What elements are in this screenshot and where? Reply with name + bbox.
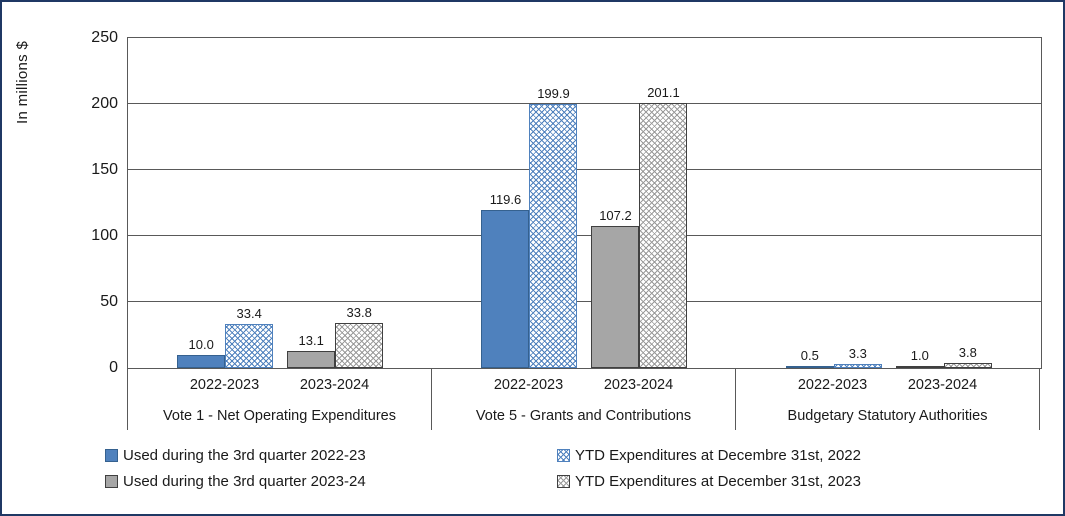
bar — [833, 364, 882, 368]
year-label: 2022-2023 — [189, 376, 260, 393]
year-label-row: 2022-2023 2023-2024 — [736, 368, 1039, 401]
bar-wrap: 119.6 — [481, 38, 530, 368]
legend-item-q3-2022-23: Used during the 3rd quarter 2022-23 — [105, 447, 557, 464]
y-tick-label: 50 — [100, 293, 118, 310]
bar-group: 119.6 199.9 107.2 201.1 — [432, 38, 736, 368]
legend-item-ytd-2023: YTD Expenditures at December 31st, 2023 — [557, 473, 861, 490]
category-axis: 2022-2023 2023-2024 Vote 1 - Net Operating… — [127, 368, 1040, 430]
bar — [335, 323, 384, 368]
year-label-row: 2022-2023 2023-2024 — [128, 368, 431, 401]
bar — [287, 351, 336, 368]
gridline — [128, 169, 1041, 170]
legend-marker-solid-gray — [105, 475, 118, 488]
bar-value-label: 107.2 — [599, 208, 632, 223]
bar-cluster: 119.6 199.9 — [481, 38, 578, 368]
bar-value-label: 33.8 — [346, 305, 372, 320]
bar-group: 0.5 3.3 1.0 3.8 — [737, 38, 1041, 368]
y-tick-label: 0 — [109, 359, 118, 376]
bar — [895, 366, 944, 368]
bar — [943, 363, 992, 368]
bar-wrap: 13.1 — [287, 38, 336, 368]
group-label: Vote 1 - Net Operating Expenditures — [163, 407, 396, 424]
gridline — [128, 235, 1041, 236]
y-tick-label: 150 — [91, 161, 118, 178]
bar-wrap: 10.0 — [177, 38, 226, 368]
legend-item-q3-2023-24: Used during the 3rd quarter 2023-24 — [105, 473, 557, 490]
year-label: 2022-2023 — [493, 376, 564, 393]
bar-wrap: 0.5 — [785, 38, 834, 368]
bar — [225, 324, 274, 368]
y-tick-label: 100 — [91, 227, 118, 244]
year-label: 2023-2024 — [907, 376, 978, 393]
gridline — [128, 301, 1041, 302]
category-group: 2022-2023 2023-2024 Vote 5 - Grants and Co… — [432, 368, 736, 430]
bar-value-label: 201.1 — [647, 85, 680, 100]
bar-wrap: 201.1 — [639, 38, 688, 368]
bar-value-label: 3.8 — [958, 345, 977, 360]
bar-cluster: 1.0 3.8 — [895, 38, 992, 368]
legend-marker-solid-blue — [105, 449, 118, 462]
legend-label: YTD Expenditures at December 31st, 2023 — [575, 473, 861, 490]
legend-label: Used during the 3rd quarter 2023-24 — [123, 473, 366, 490]
bar — [639, 103, 688, 368]
legend-marker-hatch-gray — [557, 475, 570, 488]
bar-wrap: 33.8 — [335, 38, 384, 368]
bar-cluster: 0.5 3.3 — [785, 38, 882, 368]
legend-label: YTD Expenditures at Decembre 31st, 2022 — [575, 447, 861, 464]
y-tick-label: 250 — [91, 29, 118, 46]
bars-layer: 10.0 33.4 13.1 33.8 119.6 199.9 107.2 201.1 0.5 3… — [128, 38, 1041, 368]
bar-value-label: 3.3 — [848, 346, 867, 361]
bar-value-label: 119.6 — [489, 192, 522, 207]
legend: Used during the 3rd quarter 2022-23 YTD … — [105, 447, 861, 490]
category-group: 2022-2023 2023-2024 Vote 1 - Net Operating… — [127, 368, 432, 430]
y-axis-title: In millions $ — [14, 40, 31, 124]
gridline — [128, 103, 1041, 104]
bar-wrap: 3.3 — [833, 38, 882, 368]
y-tick-label: 200 — [91, 95, 118, 112]
bar-wrap: 199.9 — [529, 38, 578, 368]
bar-cluster: 107.2 201.1 — [591, 38, 688, 368]
year-label: 2023-2024 — [299, 376, 370, 393]
group-label: Vote 5 - Grants and Contributions — [475, 407, 692, 424]
bar-value-label: 10.0 — [188, 337, 214, 352]
bar-wrap: 107.2 — [591, 38, 640, 368]
bar-value-label: 1.0 — [910, 348, 929, 363]
category-group: 2022-2023 2023-2024 Budgetary Statutory Au… — [736, 368, 1040, 430]
bar-cluster: 10.0 33.4 — [177, 38, 274, 368]
bar — [177, 355, 226, 368]
bar-wrap: 3.8 — [943, 38, 992, 368]
bar-cluster: 13.1 33.8 — [287, 38, 384, 368]
year-label: 2023-2024 — [603, 376, 674, 393]
legend-marker-hatch-blue — [557, 449, 570, 462]
bar-value-label: 199.9 — [537, 86, 570, 101]
bar-value-label: 13.1 — [298, 333, 324, 348]
bar-wrap: 33.4 — [225, 38, 274, 368]
plot-area: 10.0 33.4 13.1 33.8 119.6 199.9 107.2 201.1 0.5 3… — [91, 29, 1042, 376]
bar-value-label: 33.4 — [236, 306, 262, 321]
bar-value-label: 0.5 — [800, 348, 819, 363]
legend-item-ytd-2022: YTD Expenditures at Decembre 31st, 2022 — [557, 447, 861, 464]
bar-group: 10.0 33.4 13.1 33.8 — [128, 38, 432, 368]
bar — [591, 226, 640, 368]
year-label-row: 2022-2023 2023-2024 — [432, 368, 735, 401]
legend-label: Used during the 3rd quarter 2022-23 — [123, 447, 366, 464]
bar — [785, 366, 834, 368]
group-label: Budgetary Statutory Authorities — [787, 407, 988, 424]
bar — [481, 210, 530, 368]
year-label: 2022-2023 — [797, 376, 868, 393]
bar — [529, 104, 578, 368]
bar-wrap: 1.0 — [895, 38, 944, 368]
